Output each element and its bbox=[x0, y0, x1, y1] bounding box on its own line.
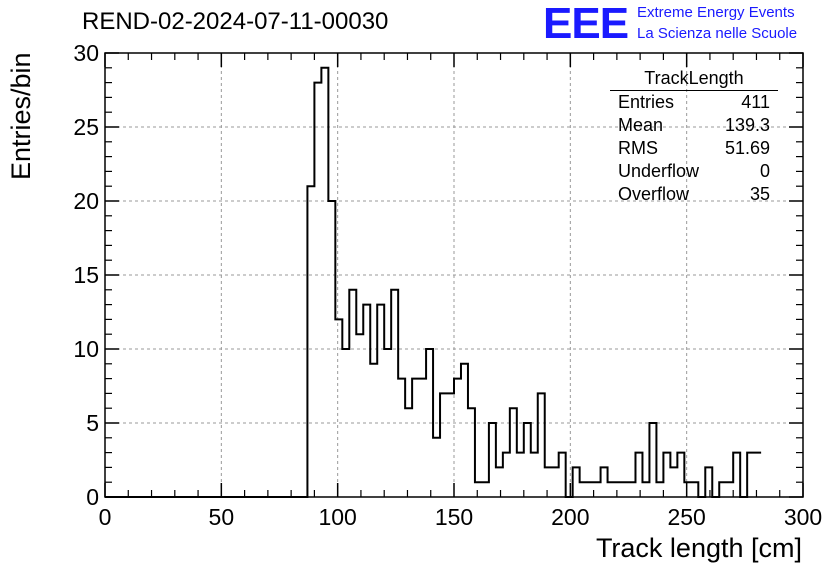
y-axis-label: Entries/bin bbox=[6, 52, 36, 180]
y-tick-label: 0 bbox=[86, 484, 99, 510]
histogram-bin bbox=[391, 290, 398, 497]
stats-value: 139.3 bbox=[724, 115, 770, 135]
histogram-bin bbox=[663, 453, 670, 497]
chart-title: REND-02-2024-07-11-00030 bbox=[82, 8, 389, 35]
axis-ticks bbox=[104, 52, 804, 498]
histogram-bin bbox=[629, 482, 636, 497]
y-tick-label: 30 bbox=[73, 40, 99, 66]
histogram-bin bbox=[608, 482, 615, 497]
histogram-bin bbox=[482, 482, 489, 497]
stats-value: 35 bbox=[749, 184, 770, 204]
x-tick-label: 0 bbox=[99, 504, 112, 530]
logo-caption-line1: Extreme Energy Events bbox=[637, 4, 795, 21]
histogram-bin bbox=[677, 453, 684, 497]
histogram-bin bbox=[440, 393, 447, 497]
histogram-bin bbox=[754, 453, 761, 497]
histogram-bin bbox=[747, 453, 754, 497]
stats-value: 51.69 bbox=[724, 138, 770, 158]
eee-logo: EEE bbox=[543, 0, 629, 48]
stats-box: TrackLength Entries 411 Mean 139.3 RMS 5… bbox=[610, 68, 778, 206]
histogram-bin bbox=[496, 467, 503, 497]
y-tick-label: 5 bbox=[86, 410, 99, 436]
histogram-bin bbox=[649, 423, 656, 497]
histogram-bin bbox=[552, 467, 559, 497]
histogram-bin bbox=[370, 364, 377, 497]
histogram-bin bbox=[559, 453, 566, 497]
stats-key: RMS bbox=[618, 138, 658, 158]
histogram-bin bbox=[642, 482, 649, 497]
stats-key: Mean bbox=[618, 115, 664, 135]
histogram-bin bbox=[335, 319, 342, 497]
stats-title: TrackLength bbox=[610, 68, 778, 91]
histogram-bin bbox=[538, 393, 545, 497]
stats-row-entries: Entries 411 bbox=[610, 91, 778, 114]
histogram-bin bbox=[356, 334, 363, 497]
histogram-bin bbox=[670, 467, 677, 497]
histogram-bin bbox=[622, 482, 629, 497]
y-tick-label: 25 bbox=[73, 114, 99, 140]
histogram-bin bbox=[517, 453, 524, 497]
histogram-bin bbox=[398, 379, 405, 497]
histogram-bin bbox=[545, 467, 552, 497]
axis-tick-labels: 0 50 100 150 200 250 300 0 5 10 15 20 25 30 bbox=[73, 40, 822, 530]
logo-caption-line2: La Scienza nelle Scuole bbox=[637, 25, 798, 42]
histogram-bin bbox=[594, 482, 601, 497]
stats-row-underflow: Underflow 0 bbox=[610, 160, 778, 183]
x-tick-label: 200 bbox=[551, 504, 589, 530]
histogram-bin bbox=[573, 467, 580, 497]
histogram-bin bbox=[419, 379, 426, 497]
histogram-bin bbox=[719, 482, 726, 497]
histogram-bin bbox=[635, 453, 642, 497]
x-tick-label: 150 bbox=[435, 504, 473, 530]
histogram-bin bbox=[321, 68, 328, 497]
histogram-bin bbox=[461, 364, 468, 497]
y-tick-label: 20 bbox=[73, 188, 99, 214]
histogram-bin bbox=[447, 393, 454, 497]
histogram-bin bbox=[349, 290, 356, 497]
histogram-bin bbox=[531, 453, 538, 497]
x-tick-label: 250 bbox=[667, 504, 705, 530]
histogram-bin bbox=[656, 482, 663, 497]
histogram-bin bbox=[377, 305, 384, 497]
histogram-bin bbox=[587, 482, 594, 497]
stats-key: Overflow bbox=[618, 184, 690, 204]
y-tick-label: 15 bbox=[73, 262, 99, 288]
histogram-bin bbox=[510, 408, 517, 497]
histogram-bin bbox=[454, 379, 461, 497]
histogram-bin bbox=[503, 453, 510, 497]
stats-key: Entries bbox=[618, 92, 675, 112]
x-tick-label: 50 bbox=[209, 504, 235, 530]
x-axis-label: Track length [cm] bbox=[595, 533, 802, 563]
histogram-bin bbox=[307, 186, 314, 497]
histogram-bin bbox=[405, 408, 412, 497]
grid-lines bbox=[105, 53, 803, 497]
histogram-bin bbox=[684, 482, 691, 497]
histogram-bin bbox=[601, 467, 608, 497]
histogram-bin bbox=[489, 423, 496, 497]
stats-row-rms: RMS 51.69 bbox=[610, 137, 778, 160]
y-tick-label: 10 bbox=[73, 336, 99, 362]
histogram-bin bbox=[691, 482, 698, 497]
histogram-bin bbox=[580, 482, 587, 497]
histogram-bin bbox=[433, 438, 440, 497]
stats-key: Underflow bbox=[618, 161, 700, 181]
x-tick-label: 300 bbox=[784, 504, 822, 530]
histogram-bin bbox=[468, 408, 475, 497]
histogram-bin bbox=[412, 379, 419, 497]
x-tick-label: 100 bbox=[318, 504, 356, 530]
histogram-bin bbox=[524, 423, 531, 497]
histogram-bin bbox=[733, 453, 740, 497]
histogram-bin bbox=[726, 482, 733, 497]
histogram-bin bbox=[705, 467, 712, 497]
stats-row-overflow: Overflow 35 bbox=[610, 183, 778, 206]
histogram-bin bbox=[475, 482, 482, 497]
stats-value: 0 bbox=[759, 161, 770, 181]
stats-value: 411 bbox=[741, 92, 770, 112]
histogram-bin bbox=[314, 83, 321, 497]
stats-row-mean: Mean 139.3 bbox=[610, 114, 778, 137]
histogram-bin bbox=[363, 305, 370, 497]
histogram-bin bbox=[615, 482, 622, 497]
